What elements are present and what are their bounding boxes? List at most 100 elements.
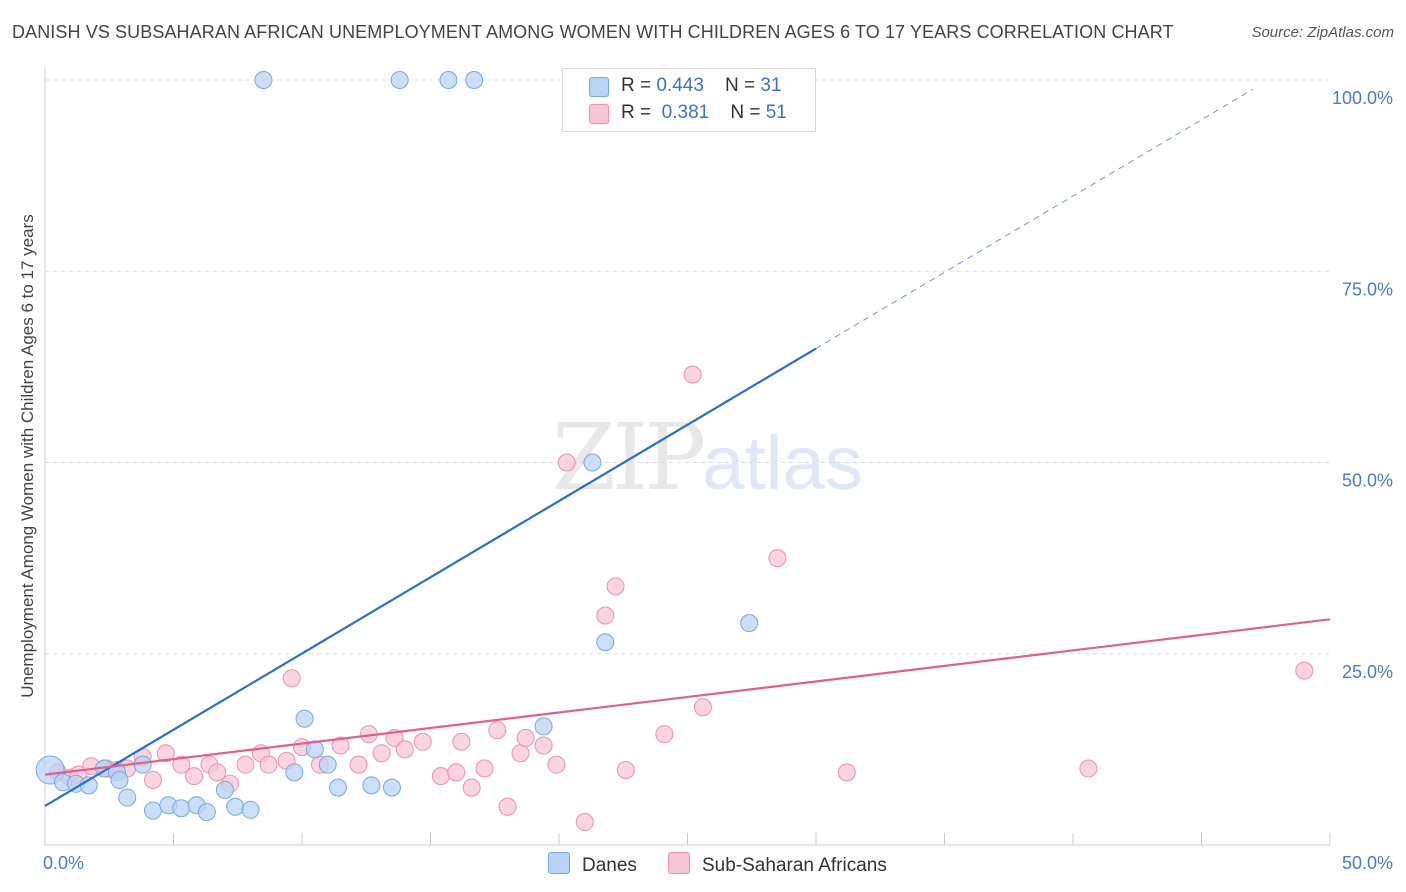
- africans-point: [511, 744, 530, 763]
- danes-point: [534, 717, 553, 736]
- africans-point: [557, 453, 576, 472]
- watermark-zip: ZIP: [552, 404, 706, 511]
- danes-point: [143, 801, 162, 820]
- africans-point: [452, 732, 471, 751]
- africans-point: [547, 755, 566, 774]
- africans-point: [683, 365, 702, 384]
- africans-point: [693, 698, 712, 717]
- stats-legend: R = 0.443 N = 31 R = 0.381 N = 51: [562, 68, 816, 132]
- tick-label-layer: 25.0% 50.0% 75.0% 100.0% 0.0% 50.0%: [43, 88, 1393, 873]
- grid-layer: [45, 79, 1330, 655]
- africans-point: [236, 755, 255, 774]
- africans-point: [488, 721, 507, 740]
- danes-point: [305, 740, 324, 759]
- danes-n-value: 31: [760, 75, 782, 96]
- bottom-legend-danes: Danes: [548, 852, 637, 877]
- bottom-africans-label: Sub-Saharan Africans: [702, 855, 887, 876]
- bottom-danes-swatch: [548, 852, 570, 874]
- danes-point: [254, 71, 273, 89]
- danes-point: [197, 803, 216, 822]
- y-tick-label: 75.0%: [1342, 279, 1393, 299]
- africans-n-label: N =: [730, 102, 766, 123]
- danes-trend-line: [44, 347, 817, 807]
- africans-point: [156, 744, 175, 763]
- bottom-danes-label: Danes: [582, 855, 637, 876]
- africans-n-value: 51: [765, 102, 787, 123]
- danes-point: [241, 800, 260, 819]
- danes-point: [295, 709, 314, 728]
- danes-point: [362, 776, 381, 795]
- africans-trend-line: [44, 618, 1331, 776]
- africans-points: [48, 365, 1314, 832]
- watermark-atlas: atlas: [702, 421, 863, 506]
- danes-point: [215, 780, 234, 799]
- africans-r-label: R =: [621, 102, 657, 123]
- danes-point: [382, 778, 401, 797]
- danes-n-label: N =: [725, 75, 761, 96]
- danes-point: [740, 614, 759, 633]
- danes-point: [285, 763, 304, 782]
- danes-point: [390, 71, 409, 89]
- danes-stats: R = 0.443 N = 31: [621, 75, 782, 97]
- africans-point: [349, 755, 368, 774]
- danes-point: [583, 453, 602, 472]
- source-credit: Source: ZipAtlas.com: [1251, 24, 1394, 41]
- danes-point: [226, 797, 245, 816]
- y-tick-label: 100.0%: [1332, 88, 1393, 108]
- danes-r-value: 0.443: [656, 75, 704, 96]
- africans-stats: R = 0.381 N = 51: [621, 102, 787, 124]
- africans-point: [331, 736, 350, 755]
- africans-point: [768, 549, 787, 568]
- axis-layer: [44, 68, 1331, 846]
- danes-point: [465, 71, 484, 89]
- africans-point: [185, 767, 204, 786]
- y-tick-label: 25.0%: [1342, 662, 1393, 682]
- africans-point: [395, 740, 414, 759]
- danes-point: [318, 755, 337, 774]
- danes-point: [110, 770, 129, 789]
- watermark: ZIPatlas: [552, 404, 863, 511]
- africans-point: [475, 759, 494, 778]
- africans-point: [1295, 661, 1314, 680]
- africans-point: [462, 778, 481, 797]
- africans-point: [498, 797, 517, 816]
- danes-point: [328, 778, 347, 797]
- bottom-legend-africans: Sub-Saharan Africans: [668, 852, 887, 877]
- africans-point: [575, 813, 594, 832]
- danes-trend-extension: [815, 88, 1254, 349]
- africans-point: [259, 755, 278, 774]
- chart-title: DANISH VS SUBSAHARAN AFRICAN UNEMPLOYMEN…: [12, 22, 1174, 42]
- africans-point: [655, 725, 674, 744]
- africans-swatch: [589, 104, 609, 124]
- africans-point: [516, 728, 535, 747]
- africans-point: [447, 763, 466, 782]
- africans-r-value: 0.381: [661, 102, 710, 123]
- danes-point: [439, 71, 458, 89]
- africans-point: [1079, 759, 1098, 778]
- africans-point: [413, 732, 432, 751]
- africans-point: [282, 669, 301, 688]
- africans-point: [208, 763, 227, 782]
- africans-point: [143, 770, 162, 789]
- trend-layer: [44, 88, 1331, 807]
- danes-point: [172, 799, 191, 818]
- africans-point: [172, 755, 191, 774]
- danes-r-label: R =: [621, 75, 657, 96]
- danes-point: [118, 788, 137, 807]
- danes-swatch: [589, 77, 609, 97]
- africans-point: [431, 767, 450, 786]
- africans-point: [372, 744, 391, 763]
- africans-point: [616, 761, 635, 780]
- africans-point: [606, 577, 625, 596]
- africans-point: [534, 736, 553, 755]
- danes-point: [596, 633, 615, 652]
- africans-point: [596, 606, 615, 625]
- danes-point: [133, 755, 152, 774]
- bottom-africans-swatch: [668, 852, 690, 874]
- danes-points: [35, 71, 759, 822]
- y-tick-label: 50.0%: [1342, 471, 1393, 491]
- x-tick-label: 0.0%: [43, 853, 84, 873]
- x-tick-label: 50.0%: [1342, 853, 1393, 873]
- africans-point: [837, 763, 856, 782]
